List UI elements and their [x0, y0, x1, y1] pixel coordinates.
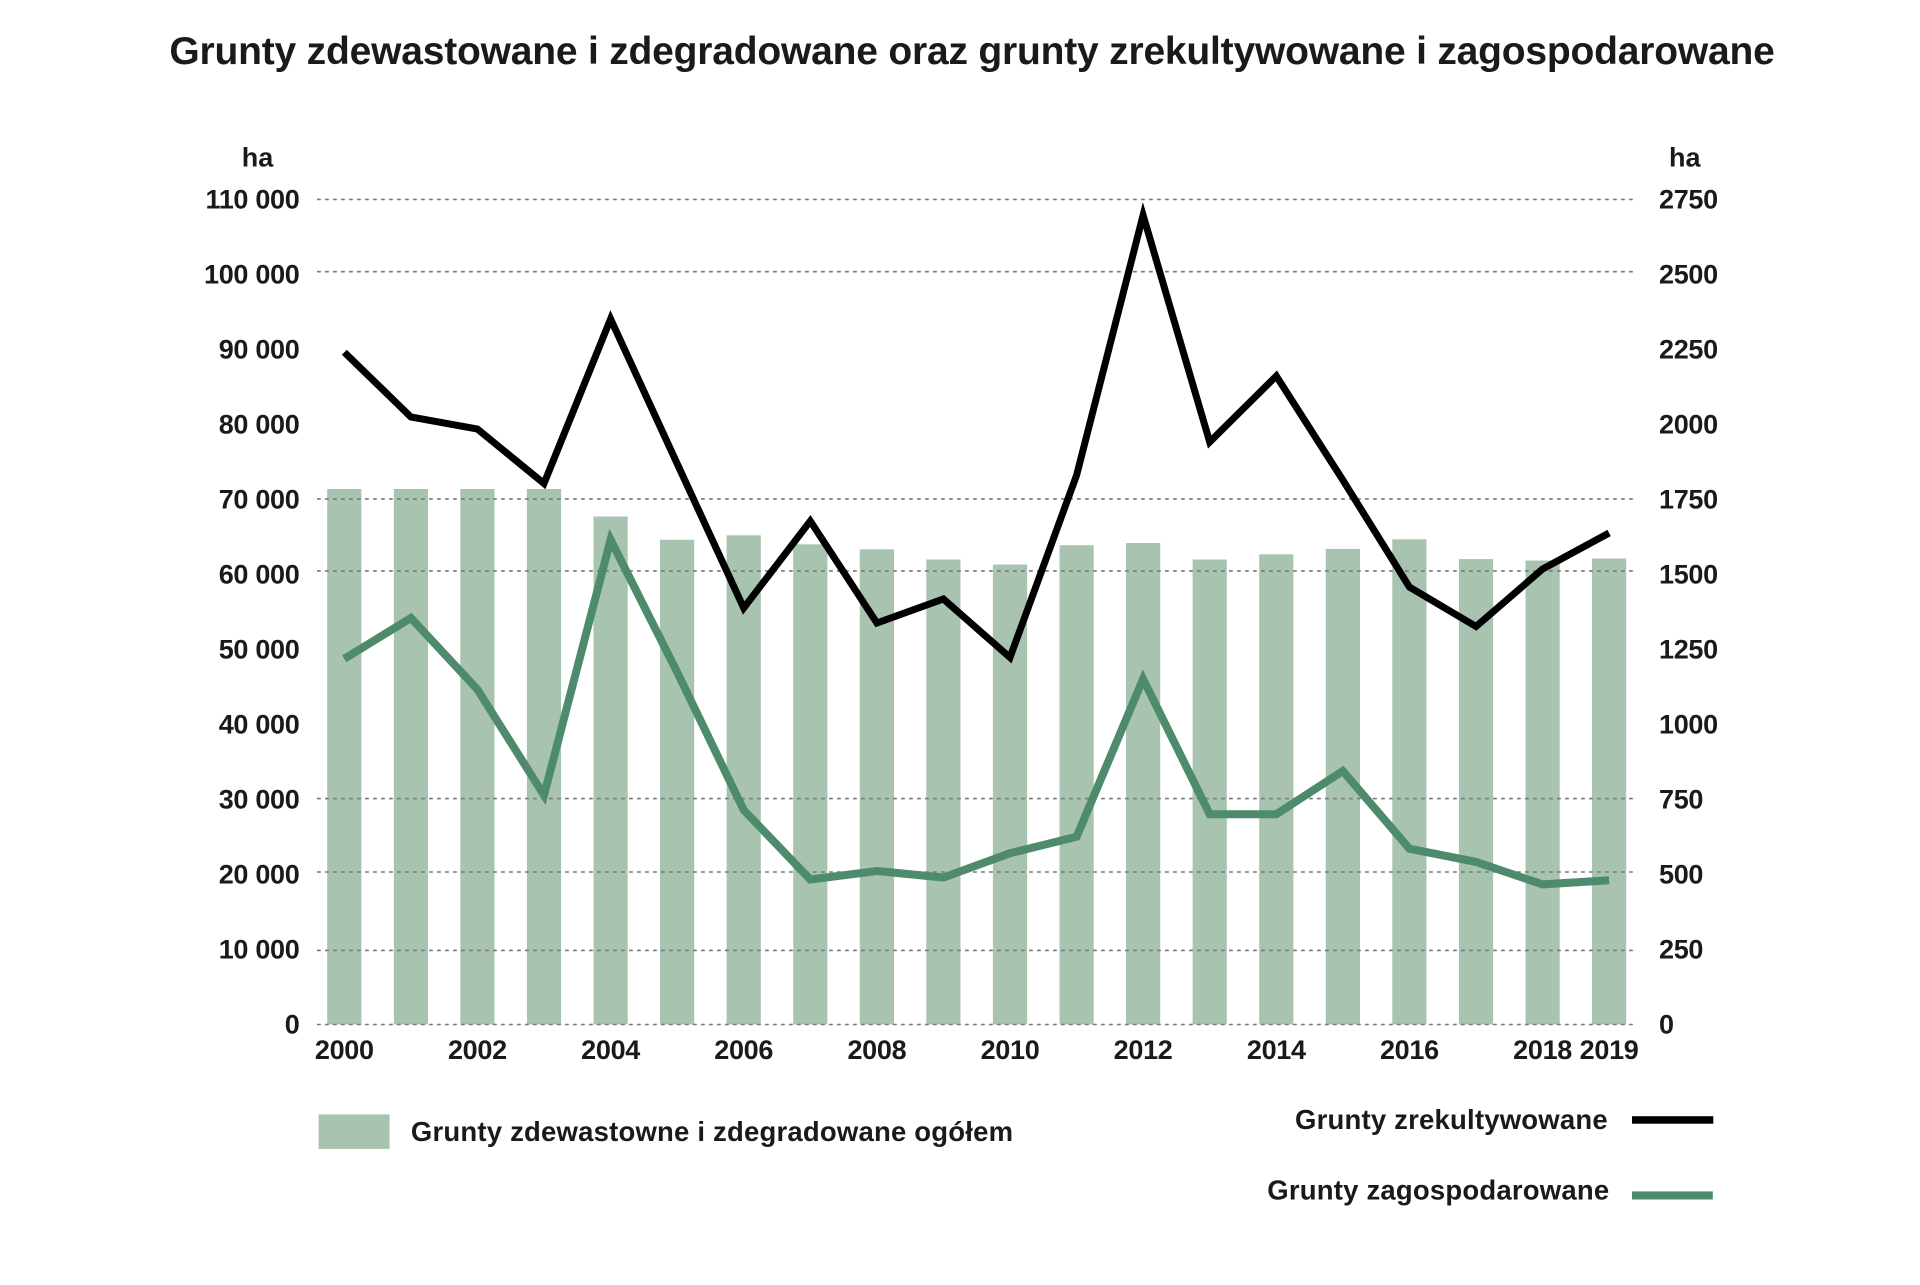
svg-text:1250: 1250: [1659, 635, 1718, 665]
svg-text:250: 250: [1659, 935, 1703, 965]
svg-text:2006: 2006: [714, 1035, 773, 1065]
svg-text:60 000: 60 000: [219, 560, 300, 590]
svg-text:Grunty zagospodarowane: Grunty zagospodarowane: [1267, 1175, 1609, 1206]
svg-text:2002: 2002: [448, 1035, 507, 1065]
svg-text:2012: 2012: [1114, 1035, 1173, 1065]
svg-text:20 000: 20 000: [219, 860, 300, 890]
svg-text:2016: 2016: [1380, 1035, 1439, 1065]
svg-text:0: 0: [285, 1010, 300, 1040]
svg-text:2004: 2004: [581, 1035, 640, 1065]
svg-text:750: 750: [1659, 785, 1703, 815]
svg-text:Grunty zdewastowne i zdegradow: Grunty zdewastowne i zdegradowane ogółem: [411, 1116, 1013, 1147]
svg-text:30 000: 30 000: [219, 785, 300, 815]
svg-text:100 000: 100 000: [204, 260, 300, 290]
svg-text:2750: 2750: [1659, 185, 1718, 215]
svg-text:500: 500: [1659, 860, 1703, 890]
svg-text:1000: 1000: [1659, 710, 1718, 740]
svg-text:ha: ha: [242, 143, 274, 173]
svg-text:2019: 2019: [1580, 1035, 1639, 1065]
svg-text:ha: ha: [1669, 143, 1701, 173]
svg-text:110 000: 110 000: [205, 185, 299, 215]
svg-text:50 000: 50 000: [219, 635, 300, 665]
svg-text:40 000: 40 000: [219, 710, 300, 740]
svg-text:2018: 2018: [1513, 1035, 1572, 1065]
svg-text:2000: 2000: [315, 1035, 374, 1065]
svg-text:2000: 2000: [1659, 410, 1718, 440]
svg-text:1750: 1750: [1659, 485, 1718, 515]
svg-text:70 000: 70 000: [219, 485, 300, 515]
svg-text:2008: 2008: [847, 1035, 906, 1065]
svg-text:1500: 1500: [1659, 560, 1718, 590]
svg-text:2250: 2250: [1659, 335, 1718, 365]
svg-text:90 000: 90 000: [219, 335, 300, 365]
svg-text:Grunty zdewastowane i zdegrado: Grunty zdewastowane i zdegradowane oraz …: [169, 30, 1774, 73]
svg-text:2014: 2014: [1247, 1035, 1306, 1065]
svg-text:10 000: 10 000: [219, 935, 300, 965]
svg-text:2500: 2500: [1659, 260, 1718, 290]
svg-text:80 000: 80 000: [219, 410, 300, 440]
svg-text:Grunty zrekultywowane: Grunty zrekultywowane: [1295, 1104, 1608, 1135]
svg-text:2010: 2010: [981, 1035, 1040, 1065]
svg-text:0: 0: [1659, 1010, 1674, 1040]
